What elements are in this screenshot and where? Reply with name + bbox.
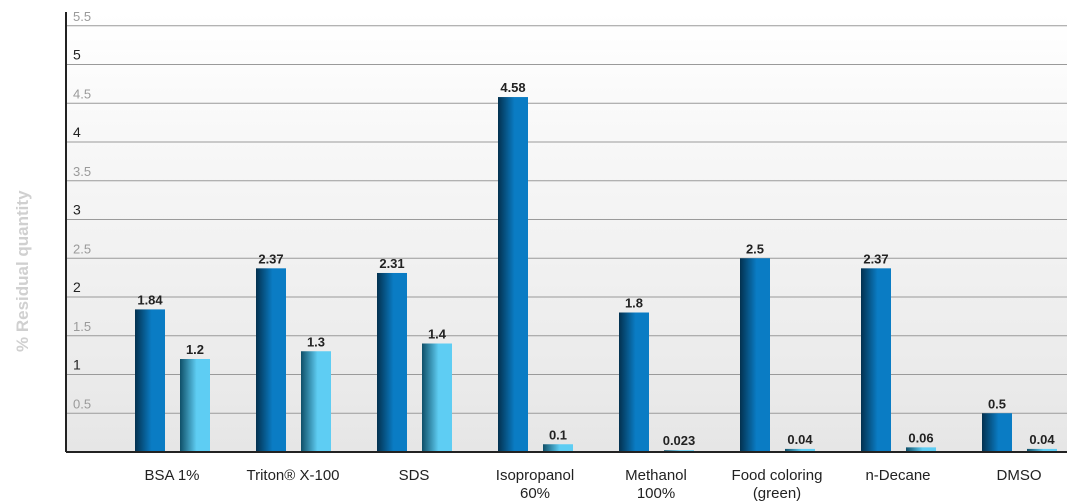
bar (982, 413, 1012, 452)
bar (377, 272, 407, 452)
x-tick-label: n-Decane (865, 467, 930, 484)
bar (740, 258, 770, 452)
data-labels: 1.84 1.2 2.37 1.3 2.31 1.4 4.58 0.1 1.8 0.023 2.5 0… (137, 80, 1055, 448)
y-tick-label: 4 (73, 124, 81, 140)
x-tick-label: Triton® X-100 (246, 467, 339, 484)
y-tick-label: 4.5 (73, 86, 91, 101)
y-tick-label: 5 (73, 47, 81, 63)
x-tick-label: DMSO (997, 467, 1042, 484)
x-tick-label: Food coloring (green) (732, 467, 823, 502)
y-tick-label: 1 (73, 357, 81, 373)
bar-value-label: 0.1 (549, 427, 567, 442)
bar-value-label: 1.2 (186, 342, 204, 357)
bar (906, 447, 936, 452)
bar (1027, 448, 1057, 452)
x-tick-label: Methanol 100% (625, 467, 687, 502)
y-tick-labels: 0.5 1 1.5 2 2.5 3 3.5 4 4.5 5 5.5 (73, 9, 91, 412)
bar-value-label: 1.4 (428, 327, 447, 342)
bar-value-label: 0.06 (908, 430, 933, 445)
bar (619, 312, 649, 452)
bar-value-label: 0.04 (1029, 432, 1055, 447)
bar-value-label: 0.5 (988, 396, 1006, 411)
bar (180, 359, 210, 452)
bar-value-label: 2.5 (746, 241, 764, 256)
bar (498, 97, 528, 453)
x-tick-labels: BSA 1% Triton® X-100 SDS Isopropanol 60% Meth… (144, 467, 1041, 502)
plot-background (66, 12, 1067, 452)
y-tick-label: 1.5 (73, 319, 91, 334)
y-tick-label: 3 (73, 202, 81, 218)
x-tick-label: BSA 1% (144, 467, 199, 484)
bar-value-label: 0.04 (787, 432, 813, 447)
bar-value-label: 1.3 (307, 334, 325, 349)
x-tick-label: SDS (399, 467, 430, 484)
bars (135, 97, 1057, 453)
bar-value-label: 4.58 (500, 80, 525, 95)
y-tick-label: 2.5 (73, 241, 91, 256)
bar (256, 268, 286, 452)
y-tick-label: 5.5 (73, 9, 91, 24)
bar (785, 448, 815, 452)
bar (135, 309, 165, 452)
x-tick-label: Isopropanol 60% (496, 467, 574, 502)
bar (543, 444, 573, 452)
y-tick-label: 0.5 (73, 396, 91, 411)
gridlines (66, 25, 1067, 414)
bar (422, 343, 452, 452)
bar-value-label: 2.31 (379, 256, 404, 271)
bar-value-label: 2.37 (863, 251, 888, 266)
y-axis-title: % Residual quantity (13, 190, 32, 352)
bar (301, 351, 331, 452)
y-tick-label: 2 (73, 279, 81, 295)
y-tick-label: 3.5 (73, 164, 91, 179)
bar (861, 268, 891, 452)
bar-value-label: 2.37 (258, 251, 283, 266)
bar-value-label: 1.8 (625, 296, 643, 311)
bar-value-label: 1.84 (137, 292, 163, 307)
bar-value-label: 0.023 (663, 433, 696, 448)
